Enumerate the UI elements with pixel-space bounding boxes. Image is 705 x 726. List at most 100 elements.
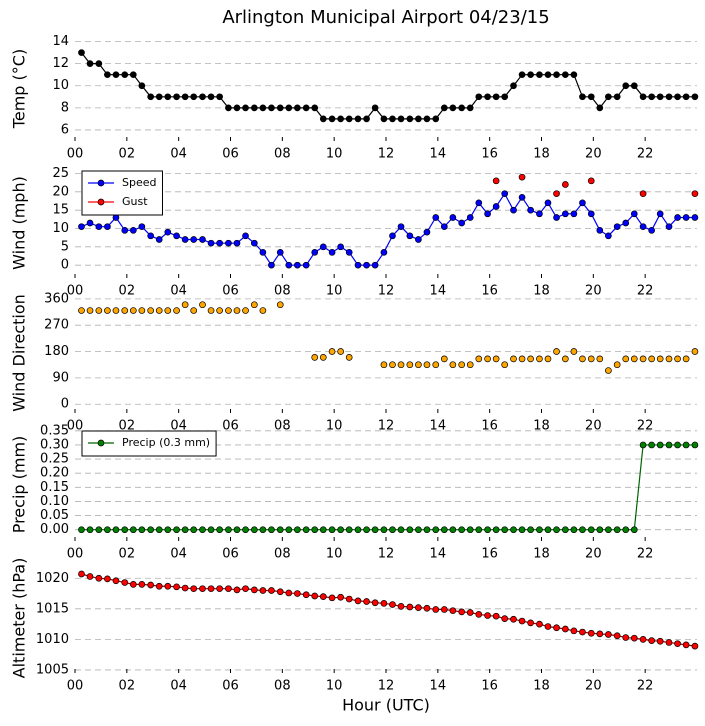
data-point	[579, 93, 586, 101]
data-point	[78, 223, 85, 231]
x-tick-label: 14	[430, 147, 447, 162]
data-point	[138, 581, 146, 588]
data-point	[475, 199, 483, 207]
legend-box	[81, 170, 163, 216]
data-point	[104, 526, 111, 534]
data-point	[501, 190, 509, 198]
data-point	[622, 526, 630, 534]
data-point	[423, 228, 431, 236]
data-point	[674, 441, 681, 449]
data-point	[665, 355, 673, 363]
data-point	[406, 603, 414, 611]
y-tick-label: 20	[52, 184, 69, 199]
data-point	[233, 526, 241, 534]
data-point	[527, 619, 534, 627]
data-point	[311, 354, 319, 361]
data-point	[294, 526, 301, 534]
data-point	[596, 226, 604, 234]
data-point	[691, 93, 699, 101]
y-tick-label: 15	[52, 203, 69, 218]
data-point	[622, 355, 630, 363]
x-tick-label: 08	[274, 419, 291, 434]
data-point	[475, 355, 483, 363]
data-point	[579, 355, 586, 363]
data-point	[233, 586, 241, 594]
data-point	[380, 248, 388, 256]
data-point	[518, 71, 526, 79]
data-point	[432, 361, 440, 369]
data-point	[225, 239, 232, 247]
data-point	[319, 593, 327, 600]
data-point	[665, 441, 673, 449]
data-point	[674, 640, 681, 648]
y-tick-label: 25	[52, 166, 69, 181]
data-point	[432, 115, 440, 123]
data-point	[225, 307, 232, 314]
y-tick-label: 0.25	[40, 452, 69, 467]
data-point	[639, 441, 647, 449]
data-point	[423, 604, 431, 612]
data-point	[294, 104, 301, 112]
x-tick-label: 06	[222, 147, 239, 162]
data-point	[302, 261, 310, 269]
data-point	[207, 307, 215, 314]
data-point	[276, 104, 284, 112]
data-point	[302, 591, 310, 599]
data-point	[605, 526, 612, 534]
data-point	[518, 193, 526, 201]
data-point	[553, 214, 560, 221]
data-point	[449, 526, 457, 534]
data-point	[155, 307, 163, 314]
data-point	[112, 577, 120, 585]
data-point	[199, 585, 206, 593]
x-tick-label: 04	[170, 679, 187, 694]
data-point	[656, 93, 664, 101]
data-point	[259, 307, 267, 314]
y-axis-label: Precip (mm)	[10, 436, 29, 534]
data-point	[397, 526, 405, 534]
data-point	[449, 104, 457, 112]
x-tick-label: 14	[430, 284, 447, 299]
data-point	[544, 623, 552, 630]
data-point	[622, 82, 630, 90]
data-point	[86, 60, 94, 67]
data-point	[466, 214, 474, 221]
data-point	[449, 361, 457, 369]
data-point	[319, 115, 327, 123]
data-point	[173, 93, 180, 101]
data-point	[216, 526, 223, 534]
data-point	[587, 629, 595, 637]
data-point	[501, 526, 509, 534]
data-point	[389, 232, 396, 240]
data-point	[250, 526, 258, 534]
data-point	[250, 104, 258, 112]
data-point	[328, 115, 336, 123]
data-point	[449, 607, 457, 615]
data-point	[587, 355, 595, 363]
data-point	[95, 307, 103, 314]
x-tick-label: 18	[533, 284, 550, 299]
data-point	[138, 82, 146, 90]
data-point	[674, 214, 681, 221]
y-tick-label: 0	[61, 397, 69, 412]
data-point	[285, 261, 293, 269]
x-tick-label: 22	[637, 147, 654, 162]
data-point	[104, 307, 111, 314]
data-point	[691, 214, 699, 221]
x-tick-label: 16	[481, 547, 498, 562]
data-point	[328, 348, 336, 355]
y-axis-label: Temp (°C)	[10, 49, 29, 129]
x-tick-label: 00	[67, 547, 84, 562]
data-point	[302, 104, 310, 112]
data-point	[570, 627, 578, 635]
data-point	[311, 592, 319, 600]
data-point	[596, 526, 604, 534]
data-point	[397, 223, 405, 231]
data-point	[475, 526, 483, 534]
data-point	[630, 355, 638, 363]
data-point	[484, 526, 491, 534]
x-tick-label: 14	[430, 419, 447, 434]
data-point	[544, 71, 552, 79]
data-point	[475, 93, 483, 101]
data-point	[259, 104, 267, 112]
